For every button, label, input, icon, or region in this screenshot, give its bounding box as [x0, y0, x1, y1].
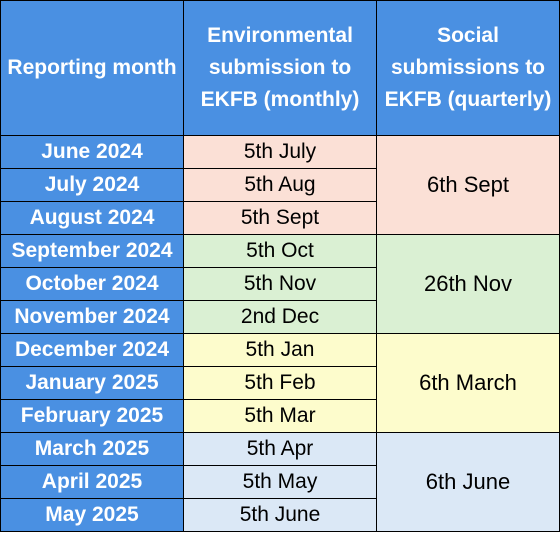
reporting-month-cell: November 2024 [0, 300, 184, 334]
social-submission-cell: 6th June [376, 432, 560, 532]
reporting-month-cell: May 2025 [0, 498, 184, 532]
reporting-month-cell: April 2025 [0, 465, 184, 499]
table-row: January 2025 5th Feb [0, 366, 560, 400]
environmental-submission-cell: 5th Feb [183, 366, 377, 400]
reporting-month-cell: October 2024 [0, 267, 184, 301]
table-row: September 2024 5th Oct 26th Nov [0, 234, 560, 334]
reporting-month-cell: January 2025 [0, 366, 184, 400]
environmental-submission-cell: 5th Oct [183, 234, 377, 268]
reporting-month-cell: February 2025 [0, 399, 184, 433]
table-row: August 2024 5th Sept [0, 201, 560, 235]
environmental-submission-cell: 2nd Dec [183, 300, 377, 334]
environmental-submission-cell: 5th July [183, 135, 377, 169]
social-submission-cell: 6th Sept [376, 135, 560, 235]
table-row: June 2024 5th July 6th Sept [0, 135, 560, 235]
table-row: July 2024 5th Aug [0, 168, 560, 202]
environmental-submission-cell: 5th Mar [183, 399, 377, 433]
table-row: May 2025 5th June [0, 498, 560, 532]
table-row: October 2024 5th Nov [0, 267, 560, 301]
reporting-month-cell: September 2024 [0, 234, 184, 268]
environmental-submission-cell: 5th June [183, 498, 377, 532]
table-row: December 2024 5th Jan 6th March [0, 333, 560, 433]
header-environmental-submission: Environmental submission to EKFB (monthl… [183, 0, 377, 136]
table-row: April 2025 5th May [0, 465, 560, 499]
reporting-month-cell: June 2024 [0, 135, 184, 169]
reporting-month-cell: August 2024 [0, 201, 184, 235]
header-row: Reporting month Environmental submission… [0, 0, 560, 136]
environmental-submission-cell: 5th Apr [183, 432, 377, 466]
social-submission-cell: 6th March [376, 333, 560, 433]
table-row: November 2024 2nd Dec [0, 300, 560, 334]
reporting-month-cell: March 2025 [0, 432, 184, 466]
environmental-submission-cell: 5th Aug [183, 168, 377, 202]
header-social-submissions: Social submissions to EKFB (quarterly) [376, 0, 560, 136]
header-reporting-month: Reporting month [0, 0, 184, 136]
social-submission-cell: 26th Nov [376, 234, 560, 334]
environmental-submission-cell: 5th Nov [183, 267, 377, 301]
environmental-submission-cell: 5th Sept [183, 201, 377, 235]
environmental-submission-cell: 5th Jan [183, 333, 377, 367]
reporting-month-cell: December 2024 [0, 333, 184, 367]
table-row: February 2025 5th Mar [0, 399, 560, 433]
environmental-submission-cell: 5th May [183, 465, 377, 499]
reporting-month-cell: July 2024 [0, 168, 184, 202]
table-row: March 2025 5th Apr 6th June [0, 432, 560, 532]
